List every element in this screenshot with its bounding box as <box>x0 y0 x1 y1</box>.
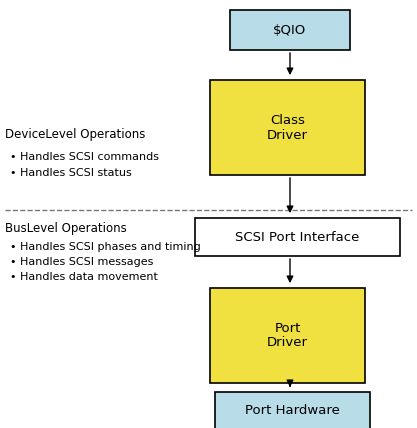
Text: • Handles SCSI commands: • Handles SCSI commands <box>10 152 159 162</box>
Text: Class
Driver: Class Driver <box>267 113 308 142</box>
Bar <box>195 218 400 256</box>
Text: • Handles SCSI status: • Handles SCSI status <box>10 168 132 178</box>
Text: SCSI Port Interface: SCSI Port Interface <box>235 231 360 244</box>
Text: DeviceLevel Operations: DeviceLevel Operations <box>5 128 146 141</box>
Text: Port Hardware: Port Hardware <box>245 404 340 417</box>
Bar <box>210 80 365 175</box>
Text: • Handles SCSI messages: • Handles SCSI messages <box>10 257 153 267</box>
Bar <box>210 288 365 383</box>
Text: Port
Driver: Port Driver <box>267 321 308 350</box>
Text: BusLevel Operations: BusLevel Operations <box>5 222 127 235</box>
Bar <box>215 392 370 428</box>
Text: • Handles SCSI phases and timing: • Handles SCSI phases and timing <box>10 242 201 252</box>
Bar <box>230 10 350 50</box>
Text: • Handles data movement: • Handles data movement <box>10 272 158 282</box>
Text: $QIO: $QIO <box>274 24 306 36</box>
